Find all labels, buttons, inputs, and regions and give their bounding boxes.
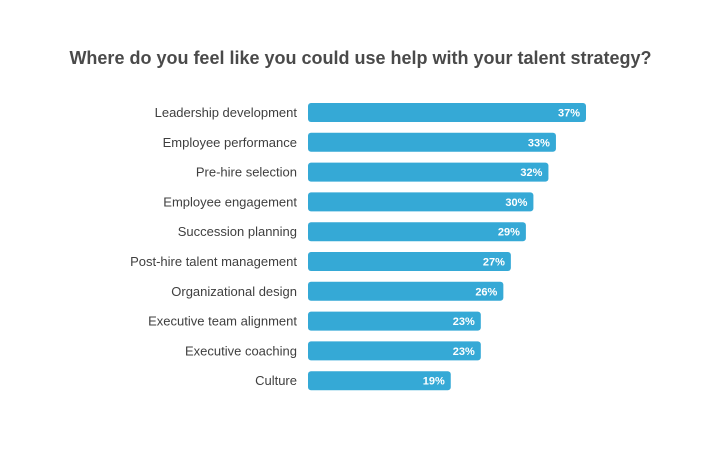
bar: [308, 252, 511, 271]
value-label: 32%: [520, 167, 542, 179]
bar: [308, 192, 534, 212]
value-label: 23%: [453, 346, 475, 358]
category-label: Executive team alignment: [148, 314, 297, 329]
bar: [308, 162, 549, 182]
value-label: 19%: [423, 376, 445, 388]
category-label: Employee performance: [163, 135, 297, 150]
category-label: Pre-hire selection: [196, 165, 297, 180]
value-label: 37%: [558, 108, 580, 120]
category-label: Employee engagement: [163, 194, 297, 209]
value-label: 26%: [475, 286, 497, 298]
bar: [308, 103, 586, 122]
value-label: 33%: [528, 137, 550, 149]
bar: [308, 132, 556, 152]
bar: [308, 371, 451, 391]
category-label: Culture: [255, 373, 297, 388]
value-label: 30%: [505, 197, 527, 209]
category-label: Organizational design: [171, 284, 297, 299]
bar: [308, 222, 526, 242]
category-label: Leadership development: [155, 105, 298, 120]
chart-title: Where do you feel like you could use hel…: [69, 48, 652, 68]
bar: [308, 281, 504, 301]
category-label: Succession planning: [178, 224, 297, 239]
value-label: 29%: [498, 227, 520, 239]
value-label: 27%: [483, 257, 505, 269]
value-label: 23%: [453, 316, 475, 328]
category-label: Executive coaching: [185, 343, 297, 358]
bar: [308, 311, 481, 331]
category-label: Post-hire talent management: [130, 254, 297, 269]
bar: [308, 341, 481, 361]
